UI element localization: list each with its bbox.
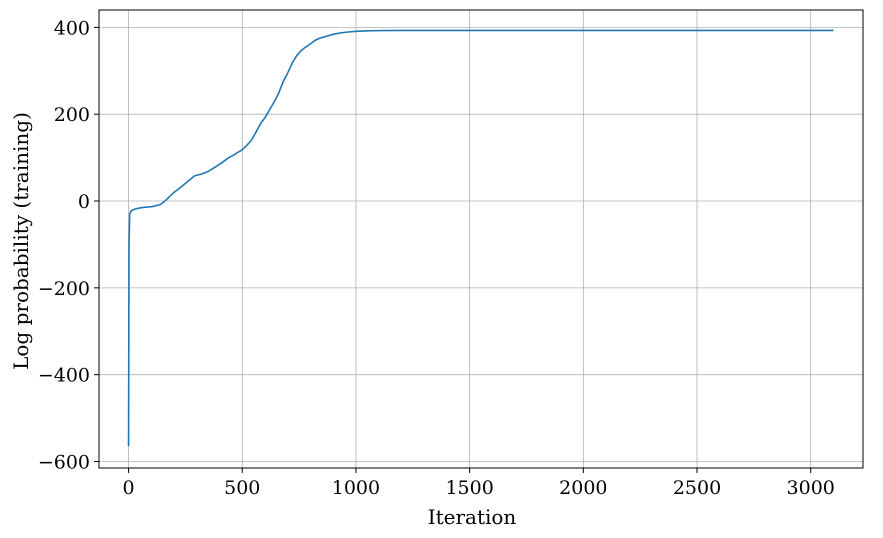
y-tick-label: 0 — [78, 191, 90, 213]
y-tick-label: −200 — [38, 278, 90, 300]
x-tick-label: 2000 — [559, 477, 607, 499]
y-tick-label: 400 — [54, 17, 90, 39]
series-layer — [127, 29, 834, 447]
x-tick-label: 500 — [224, 477, 260, 499]
plot-frame — [98, 9, 864, 469]
series-line — [127, 29, 834, 447]
x-tick-label: 0 — [123, 477, 135, 499]
x-tick-label: 3000 — [787, 477, 835, 499]
axis-ticks: 0 500 1000 1500 2000 2500 3000 −600 −400 −200 0 200… — [38, 17, 835, 499]
x-axis-label: Iteration — [428, 505, 517, 529]
x-tick-label: 1000 — [332, 477, 380, 499]
x-tick-label: 1500 — [445, 477, 493, 499]
grid — [99, 10, 863, 468]
y-tick-label: 200 — [54, 104, 90, 126]
y-tick-label: −400 — [38, 365, 90, 387]
x-tick-label: 2500 — [673, 477, 721, 499]
y-tick-label: −600 — [38, 451, 90, 473]
y-axis-label: Log probability (training) — [9, 112, 33, 370]
